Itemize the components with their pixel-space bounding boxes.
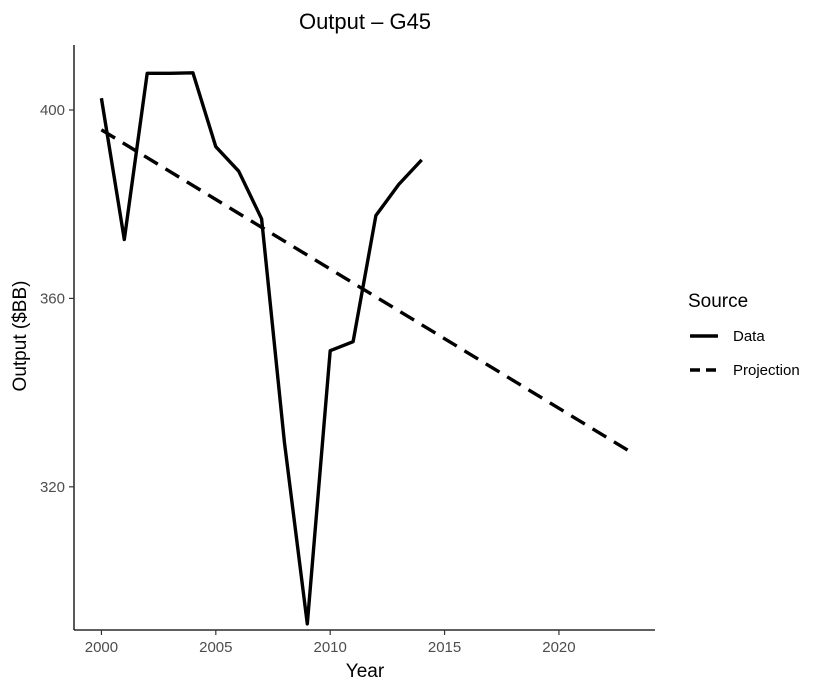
x-tick-label: 2020 [542, 639, 575, 656]
x-tick-label: 2005 [199, 639, 232, 656]
series-line-data [99, 71, 423, 626]
legend: Source Data Projection [688, 291, 800, 379]
y-axis-title: Output ($BB) [10, 281, 31, 392]
chart-title: Output – G45 [299, 9, 431, 34]
x-tick-label: 2015 [428, 639, 461, 656]
series-line-projection [100, 128, 629, 452]
x-axis-ticks: 2000 2005 2010 2015 2020 [85, 630, 576, 656]
x-axis-title: Year [346, 661, 385, 682]
y-tick-label: 400 [40, 102, 65, 119]
legend-title: Source [688, 291, 748, 312]
x-tick-label: 2010 [314, 639, 347, 656]
legend-label-projection: Projection [733, 362, 800, 379]
y-tick-label: 320 [40, 479, 65, 496]
series-layer [99, 71, 629, 626]
y-tick-label: 360 [40, 290, 65, 307]
x-tick-label: 2000 [85, 639, 118, 656]
y-axis-ticks: 320 360 400 [40, 102, 74, 496]
plot-area: 2000 2005 2010 2015 2020 320 360 400 [40, 45, 655, 656]
legend-label-data: Data [733, 328, 765, 345]
